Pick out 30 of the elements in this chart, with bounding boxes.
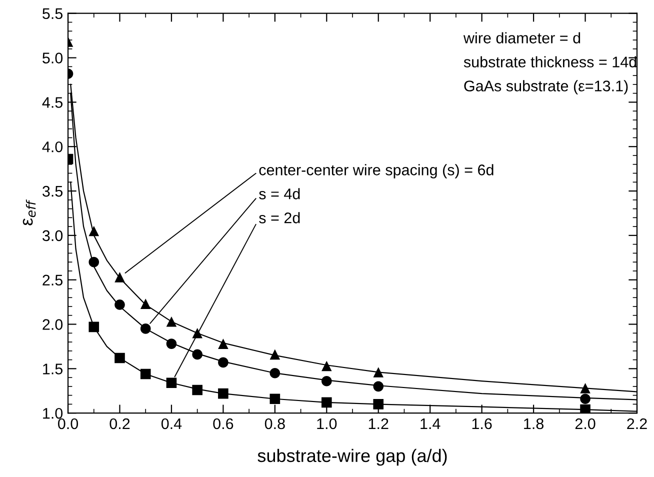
x-tick-label: 1.0 [317,418,337,430]
x-tick-label: 2.0 [575,418,596,430]
x-tick-label: 1.6 [472,418,492,430]
x-tick-label: 1.8 [524,418,544,430]
annotation: s = 4d [259,188,300,200]
annotation: s = 2d [259,212,300,224]
y-tick-label: 5.0 [42,52,63,64]
y-tick-label: 1.0 [43,408,63,419]
x-tick-label: 2.2 [627,418,647,430]
y-tick-label: 4.5 [42,97,63,108]
x-tick-label: 0.4 [161,418,182,430]
x-axis-title: substrate-wire gap (a/d) [258,448,447,466]
y-tick-label: 2.5 [42,274,63,286]
x-tick-label: 0.2 [110,418,130,430]
annotation: wire diameter = d [463,32,580,44]
annotation: center-center wire spacing (s) = 6d [259,164,494,178]
annotation: GaAs substrate (ε=13.1) [464,80,628,94]
y-tick-label: 3.5 [42,186,63,197]
x-tick-label: 0.8 [264,418,285,430]
annotation: substrate thickness = 14d [464,56,636,68]
y-tick-label: 5.5 [42,8,63,20]
y-tick-label: 3.0 [42,230,63,242]
x-tick-label: 0.6 [213,418,234,430]
y-axis-title: ε$_{eff}$ [22,199,36,226]
y-tick-label: 4.0 [42,141,63,152]
x-tick-label: 1.4 [420,418,440,430]
y-tick-label: 2.0 [42,319,63,330]
x-tick-label: 1.2 [368,418,388,430]
y-tick-label: 1.5 [43,364,63,374]
x-tick-label: 0.0 [58,418,78,430]
